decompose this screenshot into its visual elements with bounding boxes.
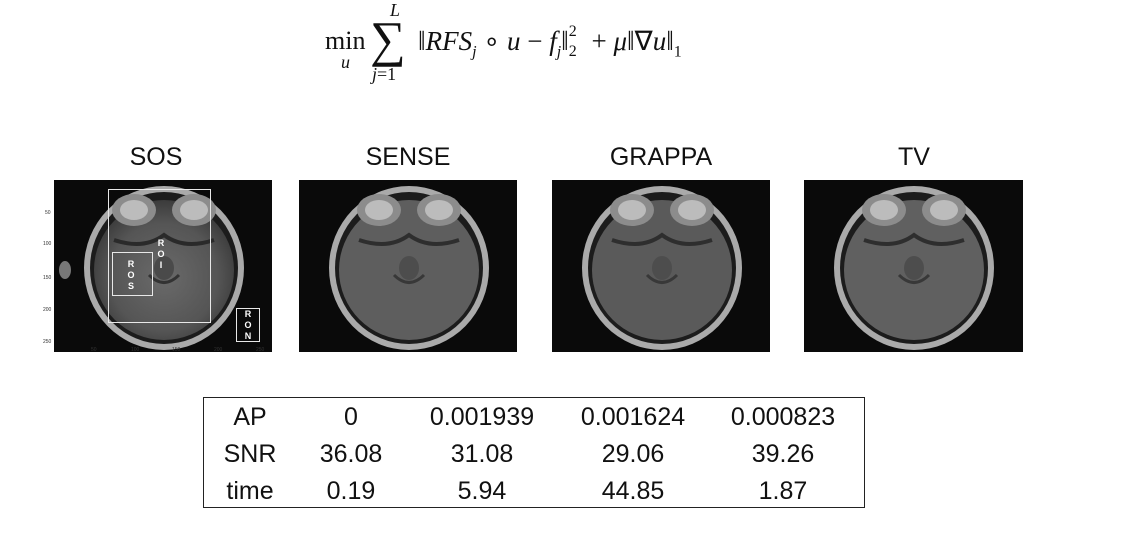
row-label: AP xyxy=(233,402,267,431)
mri-brain-slice xyxy=(804,180,1023,352)
table-cell: 29.06 xyxy=(601,439,665,468)
sos-y-tick: 200 xyxy=(43,307,52,313)
panel-title-sense: SENSE xyxy=(365,143,451,171)
min-variable: u xyxy=(341,52,350,72)
table-cell: 31.08 xyxy=(450,439,514,468)
objective-equation: min u ∑ L j=1 ‖RFSj ∘ u − fj‖22 + μ‖∇u‖1 xyxy=(0,0,1125,100)
table-row-time: time 0.19 5.94 44.85 1.87 xyxy=(204,472,858,509)
sos-y-tick: 100 xyxy=(43,241,52,247)
table-cell: 44.85 xyxy=(601,476,665,505)
ros-box xyxy=(112,252,153,296)
row-label: SNR xyxy=(223,439,277,468)
sos-y-tick: 150 xyxy=(43,275,52,281)
sos-y-tick: 250 xyxy=(43,339,52,345)
table-cell: 5.94 xyxy=(457,476,507,505)
panel-title-tv: TV xyxy=(898,143,930,171)
table-cell: 39.26 xyxy=(751,439,815,468)
equation-expression: ‖RFSj ∘ u − fj‖22 + μ‖∇u‖1 xyxy=(418,23,682,61)
table-cell: 0.001624 xyxy=(580,402,686,431)
sos-x-tick: 100 xyxy=(131,347,140,353)
results-table: AP 0 0.001939 0.001624 0.000823 SNR 36.0… xyxy=(203,397,865,508)
sum-lower-limit: j=1 xyxy=(372,64,397,84)
mri-brain-slice xyxy=(552,180,770,352)
metrics-table: AP 0 0.001939 0.001624 0.000823 SNR 36.0… xyxy=(204,398,858,509)
sum-upper-limit: L xyxy=(390,0,401,20)
table-cell: 0.19 xyxy=(326,476,376,505)
mri-brain-slice xyxy=(299,180,517,352)
sos-x-tick: 150 xyxy=(172,347,181,353)
row-label: time xyxy=(226,476,274,505)
sos-x-tick: 250 xyxy=(256,347,265,353)
sense-reconstruction-image xyxy=(299,180,517,352)
grappa-reconstruction-image xyxy=(552,180,770,352)
ron-box xyxy=(236,308,260,342)
min-operator: min xyxy=(325,26,366,55)
sos-y-tick: 50 xyxy=(45,210,51,216)
table-cell: 36.08 xyxy=(319,439,383,468)
sos-x-tick: 50 xyxy=(91,347,97,353)
tv-reconstruction-image xyxy=(804,180,1023,352)
table-cell: 0.000823 xyxy=(730,402,836,431)
panel-title-grappa: GRAPPA xyxy=(609,143,713,171)
table-cell: 0.001939 xyxy=(429,402,535,431)
table-cell: 0 xyxy=(344,402,358,431)
table-row-ap: AP 0 0.001939 0.001624 0.000823 xyxy=(204,398,858,435)
summation-symbol: ∑ xyxy=(370,11,406,67)
sos-x-tick: 200 xyxy=(214,347,223,353)
table-row-snr: SNR 36.08 31.08 29.06 39.26 xyxy=(204,435,858,472)
roi-box xyxy=(108,189,211,323)
table-cell: 1.87 xyxy=(758,476,808,505)
mri-brain-slice xyxy=(54,180,272,352)
panel-title-sos: SOS xyxy=(129,143,183,171)
